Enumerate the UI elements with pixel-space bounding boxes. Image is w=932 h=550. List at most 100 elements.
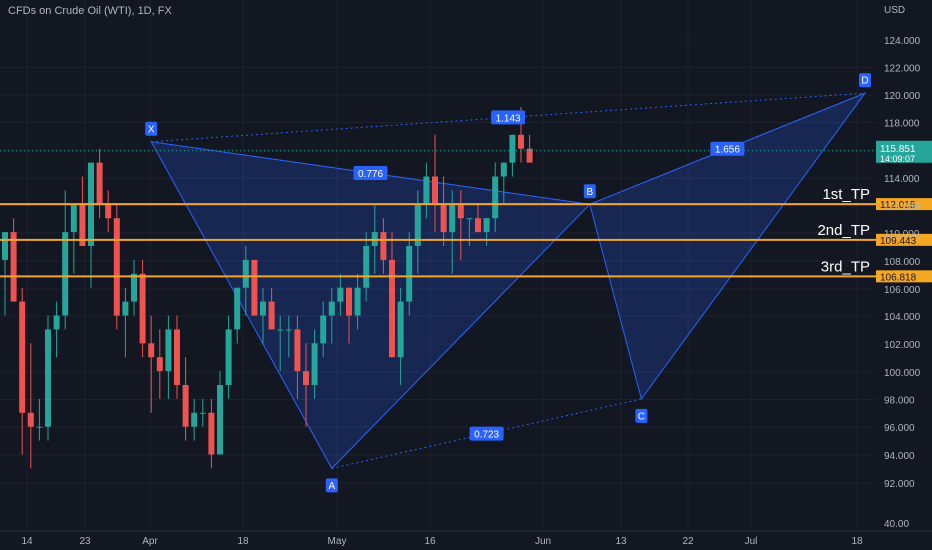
candle-body	[165, 329, 172, 372]
ratio-tag	[469, 426, 504, 441]
candle-body	[53, 315, 60, 330]
price-tick-label: 122.000	[884, 64, 921, 75]
candle-body	[122, 301, 129, 316]
candle-body	[277, 329, 284, 331]
candle-body	[320, 315, 327, 344]
time-tick-label: Jun	[535, 536, 551, 547]
last-price-value: 115.851	[880, 144, 916, 155]
price-tick-label: 124.000	[884, 36, 921, 47]
candle-body	[251, 259, 258, 316]
time-tick-label: 18	[851, 536, 863, 547]
pattern-point-marker	[583, 184, 596, 199]
candle-body	[45, 329, 51, 427]
pattern-point-marker	[635, 408, 648, 423]
price-tick-label: 102.000	[884, 340, 921, 351]
tp-price-value: 109.443	[880, 236, 917, 247]
time-tick-label: 13	[615, 536, 627, 547]
tp-label-3: 3rd_TP	[821, 258, 870, 275]
tp-price-value: 106.818	[880, 272, 917, 283]
candle-body	[199, 412, 206, 414]
candle-body	[113, 218, 120, 316]
tp-price-tag	[876, 270, 932, 283]
price-tick-label: 92.000	[884, 479, 915, 490]
candle-body	[449, 204, 456, 233]
time-tick-label: Apr	[142, 536, 158, 547]
ratio-label: 1.143	[496, 113, 521, 124]
ratio-tag	[491, 110, 526, 125]
candle-body	[363, 246, 370, 288]
price-tick-label: 120.000	[884, 91, 921, 102]
pattern-point-marker	[325, 478, 338, 493]
candle-body	[182, 385, 189, 427]
price-tick-label: 94.000	[884, 451, 915, 462]
price-tick-label: 104.000	[884, 312, 921, 323]
candle-body	[268, 301, 275, 330]
pattern-point-label: A	[328, 481, 335, 492]
price-tick-label: 110.000	[884, 229, 920, 240]
candle-body	[526, 148, 533, 163]
candle-body	[234, 287, 241, 330]
candle-body	[346, 287, 352, 316]
tp-price-value: 112.015	[880, 200, 916, 211]
time-tick-label: 18	[237, 536, 249, 547]
candle-body	[380, 232, 387, 260]
ratio-tag	[710, 141, 745, 156]
candle-body	[328, 301, 335, 316]
pattern-point-label: C	[638, 411, 645, 422]
candle-body	[518, 134, 524, 149]
time-tick-label: 23	[79, 536, 91, 547]
ratio-tag	[353, 166, 388, 181]
candle-body	[10, 232, 17, 302]
candle-body	[509, 134, 516, 163]
time-tick-label: Jul	[745, 536, 758, 547]
price-tick-label: 118.000	[884, 119, 920, 130]
candle-body	[131, 273, 137, 302]
ratio-label: 1.656	[715, 145, 740, 156]
candle-body	[19, 301, 26, 413]
candle-body	[285, 329, 292, 331]
candle-body	[500, 162, 507, 177]
tp-price-tag	[876, 198, 932, 211]
candle-body	[174, 329, 180, 385]
candle-body	[208, 412, 215, 455]
price-tick-label: 112.000	[884, 202, 920, 213]
candle-body	[62, 232, 69, 316]
price-tick-label: 106.000	[884, 285, 921, 296]
candle-body	[414, 204, 421, 246]
price-tick-label: 108.000	[884, 257, 921, 268]
pattern-point-label: B	[586, 187, 593, 198]
candle-body	[139, 273, 146, 344]
candle-body	[225, 329, 232, 385]
candle-body	[423, 176, 430, 205]
candle-body	[70, 204, 77, 233]
pattern-ratio-line	[151, 92, 866, 143]
candle-body	[79, 204, 86, 246]
pattern-point-label: D	[861, 76, 868, 87]
candle-body	[492, 176, 499, 219]
candle-body	[406, 246, 413, 302]
ratio-label: 0.723	[474, 430, 499, 441]
pattern-point-marker	[859, 73, 871, 88]
price-tick-label: 114.000	[884, 174, 920, 185]
pattern-triangle-bcd	[589, 91, 867, 401]
candle-body	[457, 204, 464, 219]
pattern-point-label: X	[148, 124, 155, 135]
candle-body	[389, 259, 395, 358]
price-tick-label: 100.000	[884, 368, 921, 379]
tp-price-tag	[876, 233, 932, 246]
candle-body	[294, 329, 301, 372]
time-tick-label: 16	[424, 536, 436, 547]
price-tick-label: 98.000	[884, 396, 915, 407]
candle-body	[440, 204, 447, 233]
time-tick-label: 22	[682, 536, 694, 547]
last-price-tag	[876, 140, 932, 163]
candle-body	[36, 426, 43, 428]
candle-body	[354, 287, 361, 316]
price-tick-label: 96.000	[884, 423, 915, 434]
ratio-label: 0.776	[358, 169, 383, 180]
last-price-countdown: 14:09:07	[880, 154, 915, 164]
pattern-point-marker	[145, 121, 158, 136]
candle-body	[303, 371, 309, 385]
candle-body	[2, 232, 8, 260]
